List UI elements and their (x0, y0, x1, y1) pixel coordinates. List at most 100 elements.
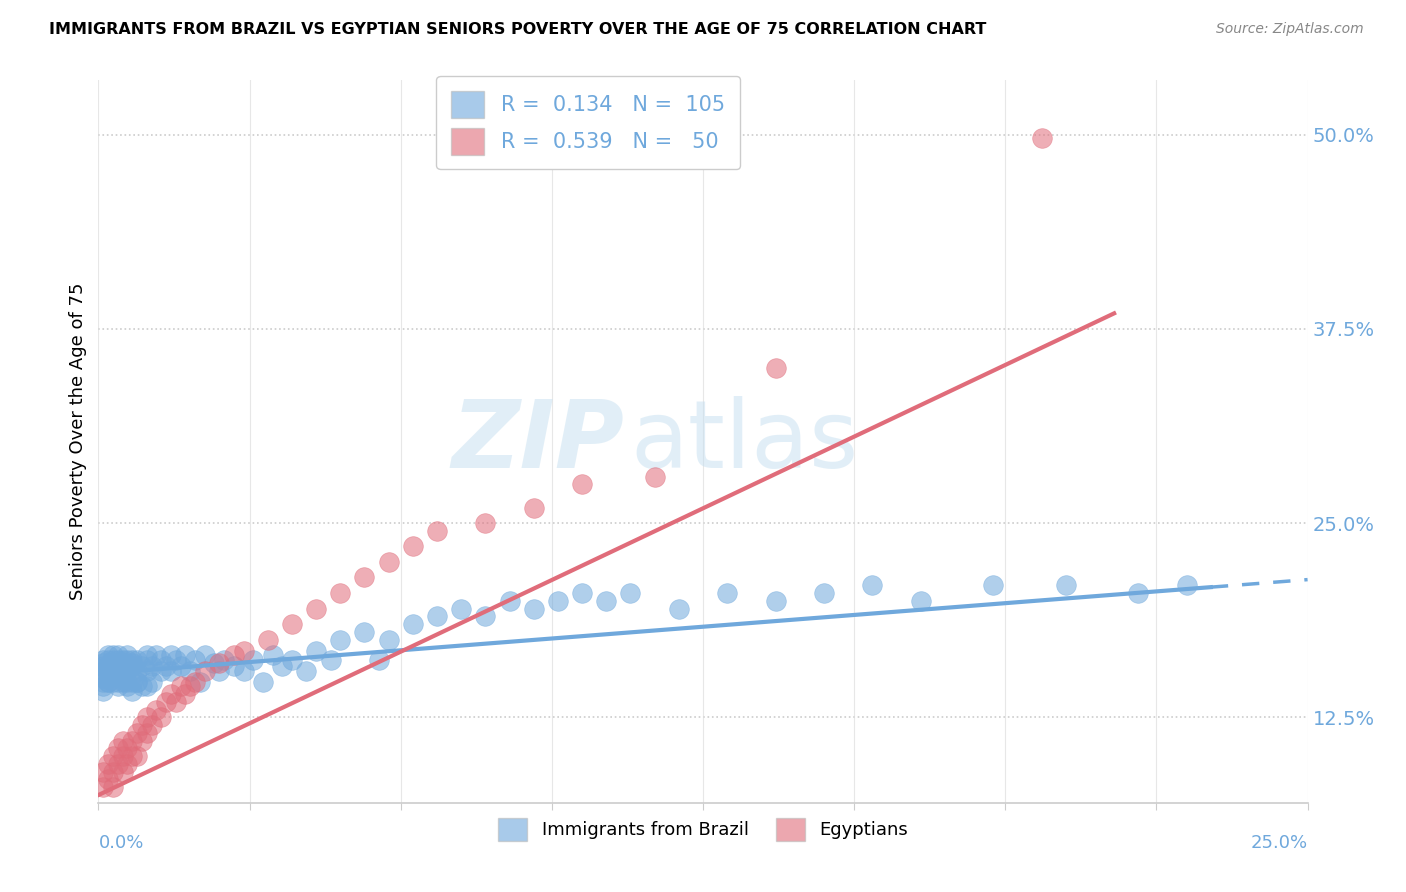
Point (377, 632, 399, 647)
Point (97, 648, 120, 663)
Point (91, 664, 114, 678)
Point (135, 653, 157, 667)
Point (91, 764, 114, 779)
Text: atlas: atlas (630, 395, 859, 488)
Point (295, 664, 318, 678)
Point (135, 726, 157, 740)
Point (97, 674, 120, 689)
Point (860, 578, 883, 592)
Point (523, 601, 546, 615)
Point (121, 659, 143, 673)
Point (644, 469, 666, 483)
Point (402, 540, 425, 554)
Point (97, 674, 120, 689)
Point (232, 664, 254, 678)
Point (150, 653, 173, 667)
Point (135, 664, 157, 678)
Point (121, 656, 143, 670)
Point (101, 764, 124, 779)
Point (111, 664, 134, 678)
Point (222, 659, 245, 673)
Point (319, 653, 342, 667)
Point (271, 659, 294, 673)
Point (107, 653, 129, 667)
Point (117, 674, 139, 689)
Point (208, 656, 231, 670)
Point (571, 477, 593, 491)
Text: ZIP: ZIP (451, 395, 624, 488)
Point (97, 659, 120, 673)
Point (184, 653, 207, 667)
Point (174, 687, 197, 701)
Point (281, 653, 304, 667)
Point (305, 643, 328, 657)
Point (1128, 586, 1150, 600)
Point (765, 360, 787, 375)
Point (135, 648, 157, 663)
Point (127, 653, 149, 667)
Point (131, 733, 153, 747)
Point (141, 659, 163, 673)
Point (184, 674, 207, 689)
Y-axis label: Seniors Poverty Over the Age of 75: Seniors Poverty Over the Age of 75 (69, 283, 87, 600)
Point (160, 664, 183, 678)
Point (910, 594, 932, 608)
Point (155, 695, 177, 709)
Point (117, 756, 139, 771)
Point (281, 617, 304, 632)
Point (174, 648, 197, 663)
Text: 25.0%: 25.0% (1250, 834, 1308, 852)
Point (426, 524, 449, 538)
Point (111, 733, 134, 747)
Text: IMMIGRANTS FROM BRAZIL VS EGYPTIAN SENIORS POVERTY OVER THE AGE OF 75 CORRELATIO: IMMIGRANTS FROM BRAZIL VS EGYPTIAN SENIO… (49, 22, 987, 37)
Point (155, 659, 177, 673)
Point (111, 659, 134, 673)
Point (222, 648, 245, 663)
Point (135, 710, 157, 724)
Point (91, 659, 114, 673)
Point (160, 687, 183, 701)
Point (262, 648, 284, 663)
Point (242, 653, 264, 667)
Point (117, 741, 139, 756)
Point (111, 674, 134, 689)
Point (165, 695, 187, 709)
Point (194, 664, 217, 678)
Point (97, 668, 120, 682)
Point (523, 500, 546, 515)
Point (97, 653, 120, 667)
Point (474, 609, 496, 624)
Point (595, 594, 617, 608)
Point (179, 679, 201, 693)
Point (232, 643, 254, 657)
Point (571, 586, 593, 600)
Point (121, 733, 143, 747)
Point (117, 653, 139, 667)
Point (160, 648, 183, 663)
Point (107, 741, 129, 756)
Point (188, 674, 211, 689)
Point (426, 609, 449, 624)
Point (402, 617, 425, 632)
Point (91, 672, 114, 686)
Point (498, 594, 520, 608)
Point (111, 653, 134, 667)
Point (117, 664, 139, 678)
Point (619, 586, 641, 600)
Point (204, 656, 226, 670)
Point (474, 516, 496, 530)
Point (165, 653, 187, 667)
Point (169, 679, 191, 693)
Point (141, 718, 163, 732)
Point (1175, 578, 1198, 592)
Point (256, 632, 278, 647)
Point (101, 648, 124, 663)
Point (127, 726, 149, 740)
Text: 0.0%: 0.0% (98, 834, 143, 852)
Point (91, 780, 114, 795)
Point (131, 718, 153, 732)
Point (107, 648, 129, 663)
Point (101, 749, 124, 764)
Point (208, 664, 231, 678)
Point (111, 672, 134, 686)
